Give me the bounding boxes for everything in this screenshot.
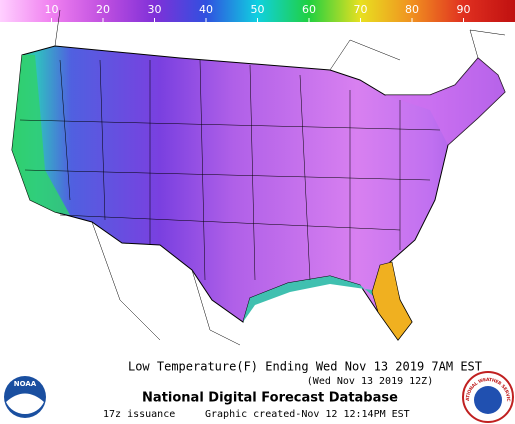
northeast <box>385 58 505 145</box>
scale-tick-label: 70 <box>354 3 368 16</box>
west-coast-warm <box>12 55 70 215</box>
scale-ticks: 10 20 30 40 50 60 70 80 90 <box>45 3 471 22</box>
scale-tick-label: 30 <box>148 3 162 16</box>
scale-tick-label: 60 <box>302 3 316 16</box>
noaa-text: NOAA <box>14 380 37 388</box>
scale-tick-label: 90 <box>457 3 471 16</box>
noaa-logo: NOAA <box>4 376 46 418</box>
caption-created: Graphic created-Nov 12 12:14PM EST <box>205 409 410 420</box>
scale-tick-label: 50 <box>251 3 265 16</box>
caption-utc: (Wed Nov 13 2019 12Z) <box>307 376 433 387</box>
scale-tick-label: 40 <box>199 3 213 16</box>
florida-warm <box>371 261 413 341</box>
nws-center <box>474 386 502 414</box>
scale-tick-label: 10 <box>45 3 59 16</box>
caption-issuance: 17z issuance <box>103 409 175 420</box>
boundaries <box>19 9 506 346</box>
gulf-coast-mild <box>243 276 378 322</box>
noaa-gull <box>6 393 44 415</box>
color-scale <box>0 0 515 22</box>
caption-title: Low Temperature(F) Ending Wed Nov 13 201… <box>128 360 482 374</box>
map <box>11 9 506 346</box>
scale-tick-label: 80 <box>405 3 419 16</box>
caption-product: National Digital Forecast Database <box>142 391 398 406</box>
scale-tick-label: 20 <box>96 3 110 16</box>
